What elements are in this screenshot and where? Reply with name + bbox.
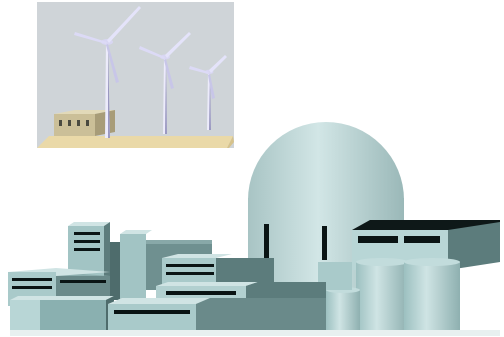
storage-tank xyxy=(356,258,408,332)
storage-tank xyxy=(404,258,460,332)
wind-turbine xyxy=(139,32,191,134)
dome-window xyxy=(322,226,327,260)
front-building xyxy=(108,298,326,334)
control-shed xyxy=(54,110,115,136)
entrance-building xyxy=(10,296,114,334)
ground-plane xyxy=(37,136,233,148)
ground-shadow xyxy=(10,330,500,336)
wind-turbine xyxy=(74,6,141,138)
storage-tank xyxy=(326,287,360,334)
dome-window xyxy=(264,224,269,258)
wind-turbine xyxy=(189,55,227,130)
wind-farm-inset xyxy=(37,2,234,148)
turbine-hall xyxy=(352,220,500,270)
